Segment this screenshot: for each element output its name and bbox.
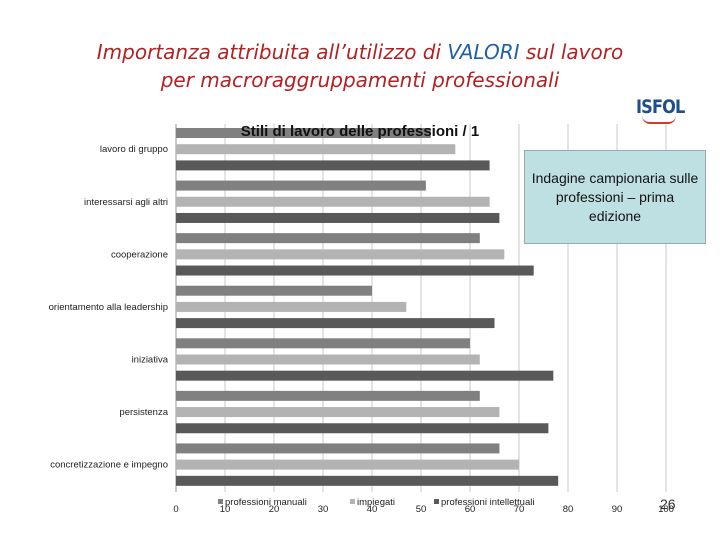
category-label: concretizzazione e impegno [50, 460, 168, 471]
x-tick-label: 80 [563, 504, 574, 515]
bar-professioni-manuali [176, 233, 480, 244]
bar-professioni-intellettuali [176, 370, 554, 381]
x-tick-label: 30 [318, 504, 329, 515]
x-tick-label: 100 [658, 504, 674, 515]
bar-impiegati [176, 301, 407, 312]
bar-impiegati [176, 144, 456, 155]
bar-impiegati [176, 459, 519, 470]
bar-impiegati [176, 249, 505, 260]
x-tick-label: 90 [612, 504, 623, 515]
category-label: orientamento alla leadership [49, 302, 168, 313]
legend-label: professioni intellettuali [441, 497, 534, 508]
legend-swatch [434, 499, 439, 504]
x-tick-label: 20 [269, 504, 280, 515]
category-label: persistenza [119, 407, 168, 418]
x-tick-label: 40 [367, 504, 378, 515]
isfol-logo: ISFOL [636, 96, 685, 124]
legend-swatch [350, 499, 355, 504]
chart-title: Stili di lavoro delle professioni / 1 [241, 123, 479, 140]
bar-professioni-intellettuali [176, 318, 495, 329]
category-label: cooperazione [111, 249, 168, 260]
bar-professioni-intellettuali [176, 212, 500, 223]
category-label: interessarsi agli altri [84, 197, 168, 208]
legend-label: impiegati [357, 497, 395, 508]
bar-impiegati [176, 354, 480, 365]
bar-professioni-manuali [176, 128, 431, 138]
logo-swoosh [642, 116, 676, 124]
title-line-2: per macroraggruppamenti professionali [160, 68, 560, 92]
category-label: iniziativa [132, 354, 169, 365]
title-line-1: Importanza attribuita all’utilizzo di VA… [96, 40, 624, 64]
bar-professioni-intellettuali [176, 423, 549, 434]
x-tick-label: 70 [514, 504, 525, 515]
page-title: Importanza attribuita all’utilizzo di VA… [0, 38, 720, 94]
bar-professioni-intellettuali [176, 160, 490, 171]
logo-text: ISFOL [636, 96, 685, 118]
x-tick-label: 60 [465, 504, 476, 515]
bar-professioni-manuali [176, 338, 470, 349]
category-label: lavoro di gruppo [100, 144, 168, 155]
bar-impiegati [176, 407, 500, 418]
bar-professioni-manuali [176, 443, 500, 454]
bar-professioni-manuali [176, 390, 480, 401]
legend-label: professioni manuali [225, 497, 307, 508]
bar-professioni-intellettuali [176, 475, 559, 486]
bar-impiegati [176, 196, 490, 207]
x-tick-label: 0 [173, 504, 178, 515]
bar-professioni-intellettuali [176, 265, 534, 276]
title-highlight: VALORI [447, 40, 520, 64]
x-tick-label: 10 [220, 504, 231, 515]
survey-callout: Indagine campionaria sulle professioni –… [524, 150, 706, 244]
page-number: 26 [660, 496, 676, 512]
legend-swatch [218, 499, 223, 504]
bar-professioni-manuali [176, 285, 372, 296]
bar-professioni-manuali [176, 180, 426, 191]
x-tick-label: 50 [416, 504, 427, 515]
